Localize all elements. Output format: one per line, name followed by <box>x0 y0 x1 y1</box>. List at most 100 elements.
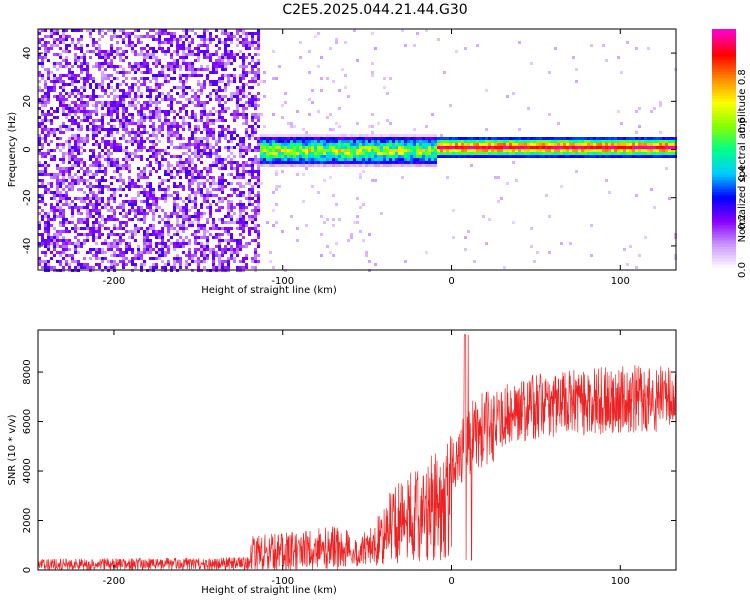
colorbar-swatch <box>712 77 736 81</box>
colorbar-swatch <box>712 32 736 36</box>
colorbar-swatch <box>712 152 736 157</box>
colorbar-swatch <box>712 125 736 130</box>
colorbar-swatch <box>712 104 736 108</box>
colorbar-swatch <box>712 203 736 208</box>
colorbar-swatch <box>712 191 736 196</box>
colorbar-swatch <box>712 134 736 139</box>
colorbar-swatch <box>712 179 736 184</box>
colorbar-swatch <box>712 260 736 265</box>
colorbar-swatch <box>712 101 736 105</box>
colorbar-swatch <box>712 167 736 172</box>
x-tick-label: -100 <box>271 576 294 587</box>
y-axis-label: Frequency (Hz) <box>7 112 18 188</box>
colorbar-swatch <box>712 158 736 163</box>
colorbar-swatch <box>712 197 736 202</box>
y-tick-label: 4000 <box>22 458 33 483</box>
colorbar-swatch <box>712 218 736 223</box>
colorbar-swatch <box>712 248 736 253</box>
colorbar-swatch <box>712 137 736 142</box>
x-tick-label: -100 <box>271 276 294 287</box>
colorbar-tick-label: 0.6 <box>737 117 748 133</box>
colorbar-tick-label: 0.0 <box>737 262 748 278</box>
x-tick-label: -200 <box>103 276 126 287</box>
x-tick-label: 100 <box>611 576 630 587</box>
colorbar-swatch <box>712 188 736 193</box>
x-axis-label: Height of straight line (km) <box>201 585 337 596</box>
colorbar-swatch <box>712 209 736 214</box>
x-axis-label: Height of straight line (km) <box>201 285 337 296</box>
y-tick-label: 0 <box>22 567 33 573</box>
colorbar-swatch <box>712 206 736 211</box>
colorbar-swatch <box>712 98 736 102</box>
colorbar-swatch <box>712 74 736 78</box>
colorbar-swatch <box>712 71 736 75</box>
colorbar-swatch <box>712 41 736 45</box>
colorbar-swatch <box>712 113 736 117</box>
colorbar-swatch <box>712 245 736 250</box>
colorbar-swatch <box>712 44 736 48</box>
colorbar-swatch <box>712 251 736 256</box>
colorbar-swatch <box>712 263 736 268</box>
colorbar-tick-label: 0.8 <box>737 69 748 85</box>
colorbar-swatch <box>712 149 736 154</box>
colorbar-swatch <box>712 170 736 175</box>
colorbar-swatch <box>712 230 736 235</box>
colorbar-swatch <box>712 200 736 205</box>
colorbar-swatch <box>712 50 736 54</box>
colorbar-swatch <box>712 224 736 229</box>
colorbar-swatch <box>712 143 736 148</box>
colorbar-swatch <box>712 68 736 72</box>
y-tick-label: 40 <box>22 47 33 60</box>
colorbar-swatch <box>712 266 736 271</box>
colorbar-swatch <box>712 215 736 220</box>
colorbar-swatch <box>712 176 736 181</box>
colorbar-swatch <box>712 212 736 217</box>
colorbar-swatch <box>712 110 736 114</box>
colorbar-swatch <box>712 194 736 199</box>
y-tick-label: 20 <box>22 95 33 108</box>
colorbar-swatch <box>712 221 736 226</box>
colorbar-swatch <box>712 53 736 57</box>
colorbar-swatch <box>712 146 736 151</box>
x-tick-label: 0 <box>448 576 454 587</box>
colorbar-swatch <box>712 161 736 166</box>
colorbar-swatch <box>712 236 736 241</box>
colorbar-tick-label: 0.2 <box>737 214 748 230</box>
colorbar-swatch <box>712 182 736 187</box>
y-tick-label: -40 <box>22 238 33 254</box>
colorbar-swatch <box>712 131 736 136</box>
colorbar-swatch <box>712 254 736 259</box>
x-tick-label: 100 <box>611 276 630 287</box>
colorbar-swatch <box>712 107 736 111</box>
colorbar-swatch <box>712 83 736 87</box>
colorbar-swatch <box>712 119 736 123</box>
x-tick-label: 0 <box>448 276 454 287</box>
colorbar-swatch <box>712 59 736 63</box>
snr-frame <box>37 329 677 571</box>
snr-line <box>37 334 677 571</box>
y-tick-label: 0 <box>22 146 33 152</box>
y-tick-label: 8000 <box>22 359 33 384</box>
colorbar-swatch <box>712 185 736 190</box>
spectrogram-cells <box>38 29 677 272</box>
colorbar-swatch <box>712 29 736 33</box>
y-axis-label: SNR (10 * v/v) <box>7 414 18 485</box>
colorbar-swatch <box>712 128 736 133</box>
colorbar-swatch <box>712 233 736 238</box>
colorbar-swatch <box>712 122 736 126</box>
y-tick-label: 6000 <box>22 409 33 434</box>
colorbar-swatch <box>712 80 736 84</box>
colorbar-swatch <box>712 116 736 120</box>
colorbar-swatch <box>712 155 736 160</box>
colorbar-swatch <box>712 140 736 145</box>
colorbar-swatch <box>712 257 736 262</box>
colorbar-swatch <box>712 173 736 178</box>
colorbar-swatch <box>712 242 736 247</box>
colorbar-swatch <box>712 89 736 93</box>
y-tick-label: 2000 <box>22 508 33 533</box>
colorbar-swatch <box>712 38 736 42</box>
colorbar-tick-label: 0.4 <box>737 166 748 182</box>
